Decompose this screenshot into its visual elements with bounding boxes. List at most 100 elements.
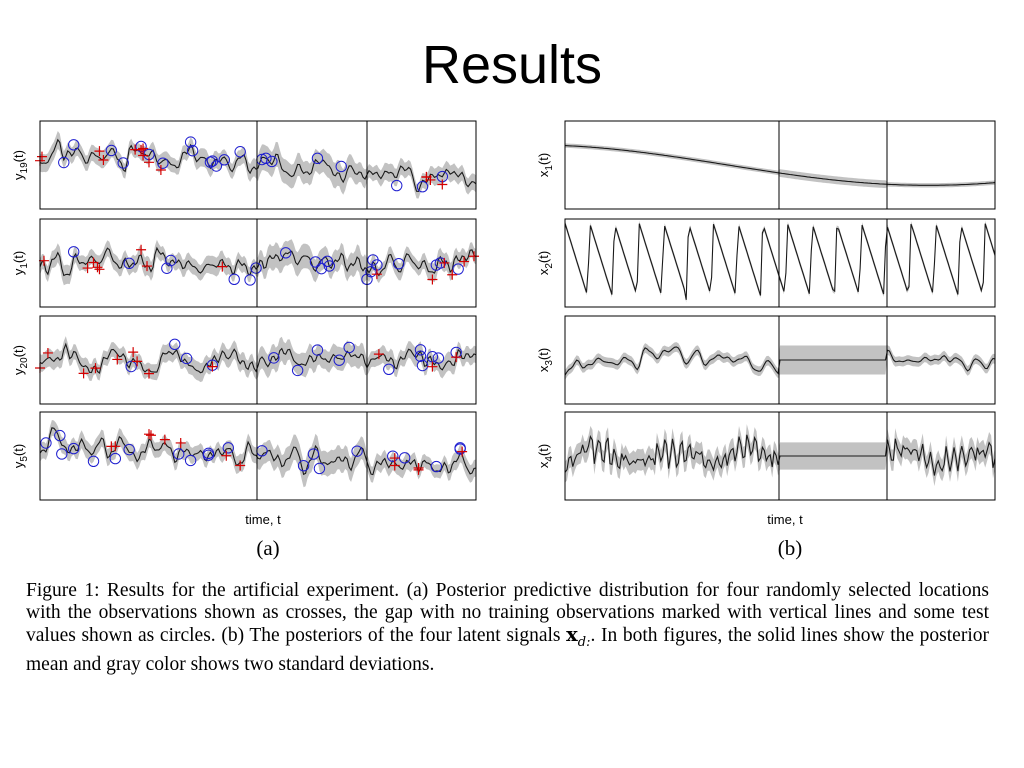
observation-cross xyxy=(132,356,143,367)
test-value-circle xyxy=(250,262,262,274)
panel-b-row-2: x2(t) xyxy=(536,218,996,308)
y-axis-label: y20(t) xyxy=(11,345,30,375)
observation-cross xyxy=(138,150,149,161)
observation-cross xyxy=(94,264,105,275)
test-value-circle xyxy=(228,273,240,286)
observation-cross xyxy=(145,430,156,441)
test-value-circle xyxy=(87,455,100,467)
test-value-circle xyxy=(414,344,427,356)
observation-cross xyxy=(144,157,154,168)
test-value-circle xyxy=(105,144,118,157)
panel-b-row-4: x4(t) xyxy=(536,411,996,501)
test-value-circle xyxy=(67,139,80,151)
slide-title: Results xyxy=(421,35,603,95)
test-value-circle xyxy=(40,437,52,449)
observation-cross xyxy=(469,251,480,262)
y-axis-label: y1(t) xyxy=(11,251,30,275)
plot-frame xyxy=(564,218,996,308)
x-axis-label: time, t xyxy=(245,512,281,527)
plot-frame xyxy=(39,411,477,501)
plot-frame xyxy=(39,218,477,308)
observation-cross xyxy=(82,263,93,274)
test-value-circle xyxy=(117,157,129,169)
test-value-circle xyxy=(315,262,328,275)
test-value-circle xyxy=(184,136,197,148)
observation-cross xyxy=(94,146,105,157)
figure-caption: Figure 1: Results for the artificial exp… xyxy=(26,580,989,676)
observation-cross xyxy=(98,155,109,165)
observation-cross xyxy=(38,255,49,266)
test-value-circle xyxy=(383,363,395,375)
test-value-circle xyxy=(202,449,215,461)
test-value-circle xyxy=(432,352,445,364)
test-value-circle xyxy=(210,160,223,172)
test-value-circle xyxy=(387,450,399,462)
test-value-circle xyxy=(218,154,231,166)
caption-math: xd: xyxy=(566,623,591,650)
observation-cross xyxy=(136,244,147,255)
plot-frame xyxy=(39,315,477,405)
caption-text-before: Figure 1: Results for the artificial exp… xyxy=(26,580,989,646)
panel-b-row-1: x1(t) xyxy=(536,120,996,210)
uncertainty-band xyxy=(565,220,995,303)
test-value-circle xyxy=(180,352,193,365)
test-value-circle xyxy=(222,442,234,454)
observation-cross xyxy=(425,174,436,185)
panel-label: (b) xyxy=(778,536,803,560)
observation-cross xyxy=(155,164,166,175)
observation-cross xyxy=(427,274,438,285)
test-value-circle xyxy=(414,350,427,362)
test-value-circle xyxy=(109,452,122,465)
y-axis-label: y5(t) xyxy=(11,444,30,468)
posterior-mean-line xyxy=(564,145,996,186)
observation-cross xyxy=(88,257,99,268)
posterior-mean-line xyxy=(39,342,477,374)
test-value-circle xyxy=(454,443,466,455)
test-value-circle xyxy=(307,448,320,460)
x-axis-label: time, t xyxy=(767,512,803,527)
test-value-circle xyxy=(186,145,199,157)
observation-cross xyxy=(144,429,154,440)
observation-cross xyxy=(235,460,246,471)
test-value-circle xyxy=(416,359,429,372)
observation-cross xyxy=(159,434,170,445)
test-value-circle xyxy=(430,460,443,473)
observation-cross xyxy=(112,354,123,365)
posterior-mean-line xyxy=(564,346,996,376)
test-value-circle xyxy=(123,443,135,456)
test-value-circle xyxy=(67,442,80,455)
observation-cross xyxy=(373,349,384,360)
uncertainty-band xyxy=(40,239,476,286)
observation-cross xyxy=(457,446,468,457)
posterior-mean-line xyxy=(39,246,477,277)
y-axis-label: x1(t) xyxy=(536,153,555,177)
panel-a-row-4: y5(t) xyxy=(11,411,477,501)
y-axis-label: y19(t) xyxy=(11,150,30,180)
panel-a-row-2: y1(t) xyxy=(11,218,480,308)
test-value-circle xyxy=(391,179,403,192)
posterior-mean-line xyxy=(39,138,477,192)
test-value-circle xyxy=(184,454,197,467)
observation-cross xyxy=(175,437,186,448)
posterior-mean-line xyxy=(564,223,996,300)
test-value-circle xyxy=(335,160,347,173)
test-value-circle xyxy=(234,146,246,158)
observation-cross xyxy=(371,269,382,280)
observation-cross xyxy=(42,347,53,358)
caption-text-after: . In both figures, the solid lines show … xyxy=(26,625,989,675)
test-value-circle xyxy=(365,265,377,278)
observation-cross xyxy=(439,257,450,268)
observation-cross xyxy=(447,269,458,280)
test-value-circle xyxy=(157,157,169,169)
uncertainty-band xyxy=(40,336,476,383)
test-value-circle xyxy=(123,257,135,269)
posterior-mean-line xyxy=(39,427,477,476)
observation-cross xyxy=(217,261,228,272)
observation-cross xyxy=(437,179,448,190)
test-value-circle xyxy=(244,274,256,286)
test-value-circle xyxy=(161,262,173,274)
plot-frame xyxy=(564,120,996,210)
test-value-circle xyxy=(280,247,292,259)
panel-b-row-3: x3(t) xyxy=(536,315,996,405)
test-value-circle xyxy=(313,462,326,475)
